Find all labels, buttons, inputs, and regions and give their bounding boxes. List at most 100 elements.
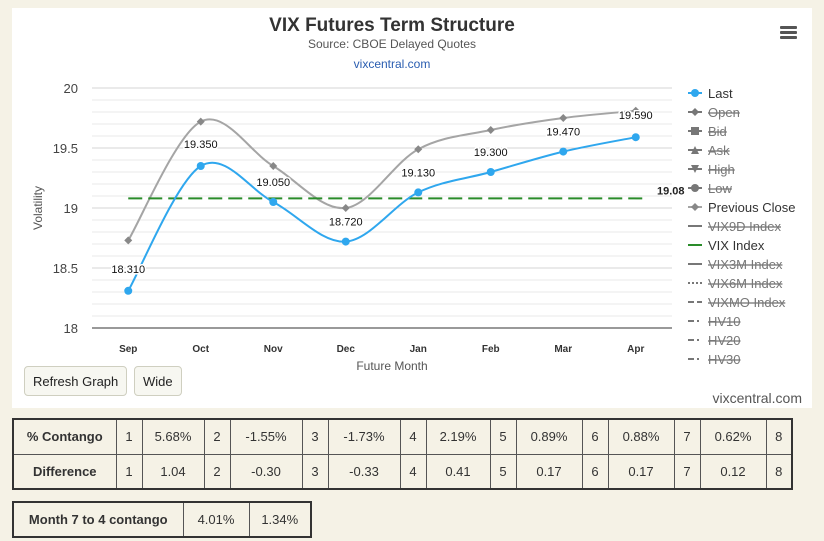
data-label: 19.590 xyxy=(619,110,653,122)
legend-symbol xyxy=(691,127,699,135)
hamburger-menu-icon[interactable] xyxy=(780,26,797,40)
legend-symbol xyxy=(691,89,699,97)
legend-label[interactable]: VIX Index xyxy=(708,238,765,253)
legend-label[interactable]: VIX6M Index xyxy=(708,276,783,291)
value-cell: 0.12 xyxy=(699,453,767,490)
month-index-cell: 7 xyxy=(673,418,701,455)
previous-close-point xyxy=(414,145,423,154)
last-point xyxy=(414,188,423,197)
legend-label[interactable]: HV10 xyxy=(708,314,741,329)
data-label: 19.350 xyxy=(184,139,218,151)
value-cell: -1.55% xyxy=(229,418,303,455)
legend-symbol xyxy=(691,146,699,154)
x-tick-label: Sep xyxy=(119,344,137,355)
legend-label[interactable]: Open xyxy=(708,105,740,120)
legend-item[interactable]: VIX6M Index xyxy=(688,276,783,291)
value-cell: 0.62% xyxy=(699,418,767,455)
legend-item[interactable]: HV20 xyxy=(688,333,741,348)
legend-label[interactable]: High xyxy=(708,162,735,177)
data-label: 18.720 xyxy=(329,217,363,229)
watermark-text: vixcentral.com xyxy=(712,390,802,406)
table-row: Month 7 to 4 contango 4.01% 1.34% xyxy=(12,501,312,538)
month-index-cell: 4 xyxy=(399,453,427,490)
table-row: Difference 1 1.04 2 -0.30 3 -0.33 4 0.41 5 0.17 6 0.… xyxy=(12,453,793,490)
previous-close-point xyxy=(124,236,133,245)
last-point xyxy=(631,133,640,142)
refresh-graph-button[interactable]: Refresh Graph xyxy=(24,366,128,396)
chart-subtitle: Source: CBOE Delayed Quotes xyxy=(307,37,477,51)
legend-item[interactable]: Previous Close xyxy=(688,200,795,215)
legend-label[interactable]: Last xyxy=(708,86,733,101)
month-index-cell: 4 xyxy=(399,418,427,455)
value-cell: -1.73% xyxy=(327,418,401,455)
month-index-cell: 3 xyxy=(301,418,329,455)
table-row: % Contango 1 5.68% 2 -1.55% 3 -1.73% 4 2.19% 5 0.8… xyxy=(12,418,793,455)
legend-label[interactable]: Low xyxy=(708,181,732,196)
data-label: 18.310 xyxy=(111,264,145,276)
legend-item[interactable]: VIX3M Index xyxy=(688,257,783,272)
month-index-cell: 6 xyxy=(581,453,609,490)
data-label: 19.470 xyxy=(546,127,580,139)
month-index-cell: 1 xyxy=(115,418,143,455)
chart-credit-link[interactable]: vixcentral.com xyxy=(353,57,431,71)
month-index-cell: 7 xyxy=(673,453,701,490)
value-cell: 5.68% xyxy=(141,418,205,455)
x-tick-label: Oct xyxy=(192,344,209,355)
legend-label[interactable]: HV30 xyxy=(708,352,741,367)
value-cell: 0.41 xyxy=(425,453,491,490)
legend-item[interactable]: Bid xyxy=(688,124,727,139)
value-cell: 0.89% xyxy=(515,418,583,455)
last-point xyxy=(196,162,205,170)
y-axis-title: Volatility xyxy=(31,186,45,230)
legend-item[interactable]: Last xyxy=(688,86,733,101)
y-tick-label: 18 xyxy=(64,321,78,336)
value-cell: 0.17 xyxy=(607,453,675,490)
legend-label[interactable]: VIX9D Index xyxy=(708,219,781,234)
legend-item[interactable]: Open xyxy=(688,105,740,120)
legend-label[interactable]: VIXMO Index xyxy=(708,295,786,310)
value-cell: -0.33 xyxy=(327,453,401,490)
legend-item[interactable]: VIXMO Index xyxy=(688,295,786,310)
month-index-cell: 8 xyxy=(765,453,793,490)
legend-item[interactable]: VIX Index xyxy=(688,238,765,253)
value-cell: 1.04 xyxy=(141,453,205,490)
legend-symbol xyxy=(691,203,699,211)
legend-label[interactable]: Bid xyxy=(708,124,727,139)
month-index-cell: 1 xyxy=(115,453,143,490)
legend-label[interactable]: Ask xyxy=(708,143,730,158)
previous-close-point xyxy=(196,117,205,126)
legend-label[interactable]: Previous Close xyxy=(708,200,795,215)
x-tick-label: Dec xyxy=(337,344,356,355)
legend-item[interactable]: Ask xyxy=(688,143,730,158)
legend-item[interactable]: VIX9D Index xyxy=(688,219,781,234)
x-tick-label: Feb xyxy=(482,344,500,355)
y-tick-label: 19.5 xyxy=(53,141,78,156)
row-label: % Contango xyxy=(12,418,117,455)
month-index-cell: 6 xyxy=(581,418,609,455)
legend-symbol xyxy=(691,184,699,192)
legend-item[interactable]: HV30 xyxy=(688,352,741,367)
x-axis-title: Future Month xyxy=(356,359,427,373)
month7-to-4-value: 1.34% xyxy=(248,501,312,538)
legend-symbol xyxy=(691,165,699,173)
value-cell: 2.19% xyxy=(425,418,491,455)
last-point xyxy=(559,147,568,156)
data-label: 19.050 xyxy=(256,177,290,189)
month-index-cell: 8 xyxy=(765,418,793,455)
data-label: 19.300 xyxy=(474,147,508,159)
legend-item[interactable]: Low xyxy=(688,181,732,196)
legend-item[interactable]: HV10 xyxy=(688,314,741,329)
x-tick-label: Jan xyxy=(410,344,427,355)
contango-table: % Contango 1 5.68% 2 -1.55% 3 -1.73% 4 2.19% 5 0.8… xyxy=(12,418,793,490)
legend-label[interactable]: HV20 xyxy=(708,333,741,348)
legend-symbol xyxy=(691,108,699,116)
legend-label[interactable]: VIX3M Index xyxy=(708,257,783,272)
month7-to-4-value: 4.01% xyxy=(182,501,250,538)
previous-close-point xyxy=(486,126,495,134)
vix-index-value-label: 19.08 xyxy=(657,185,685,197)
wide-button[interactable]: Wide xyxy=(134,366,182,396)
previous-close-point xyxy=(269,162,278,170)
legend-item[interactable]: High xyxy=(688,162,735,177)
data-label: 19.130 xyxy=(401,167,435,179)
value-cell: 0.88% xyxy=(607,418,675,455)
